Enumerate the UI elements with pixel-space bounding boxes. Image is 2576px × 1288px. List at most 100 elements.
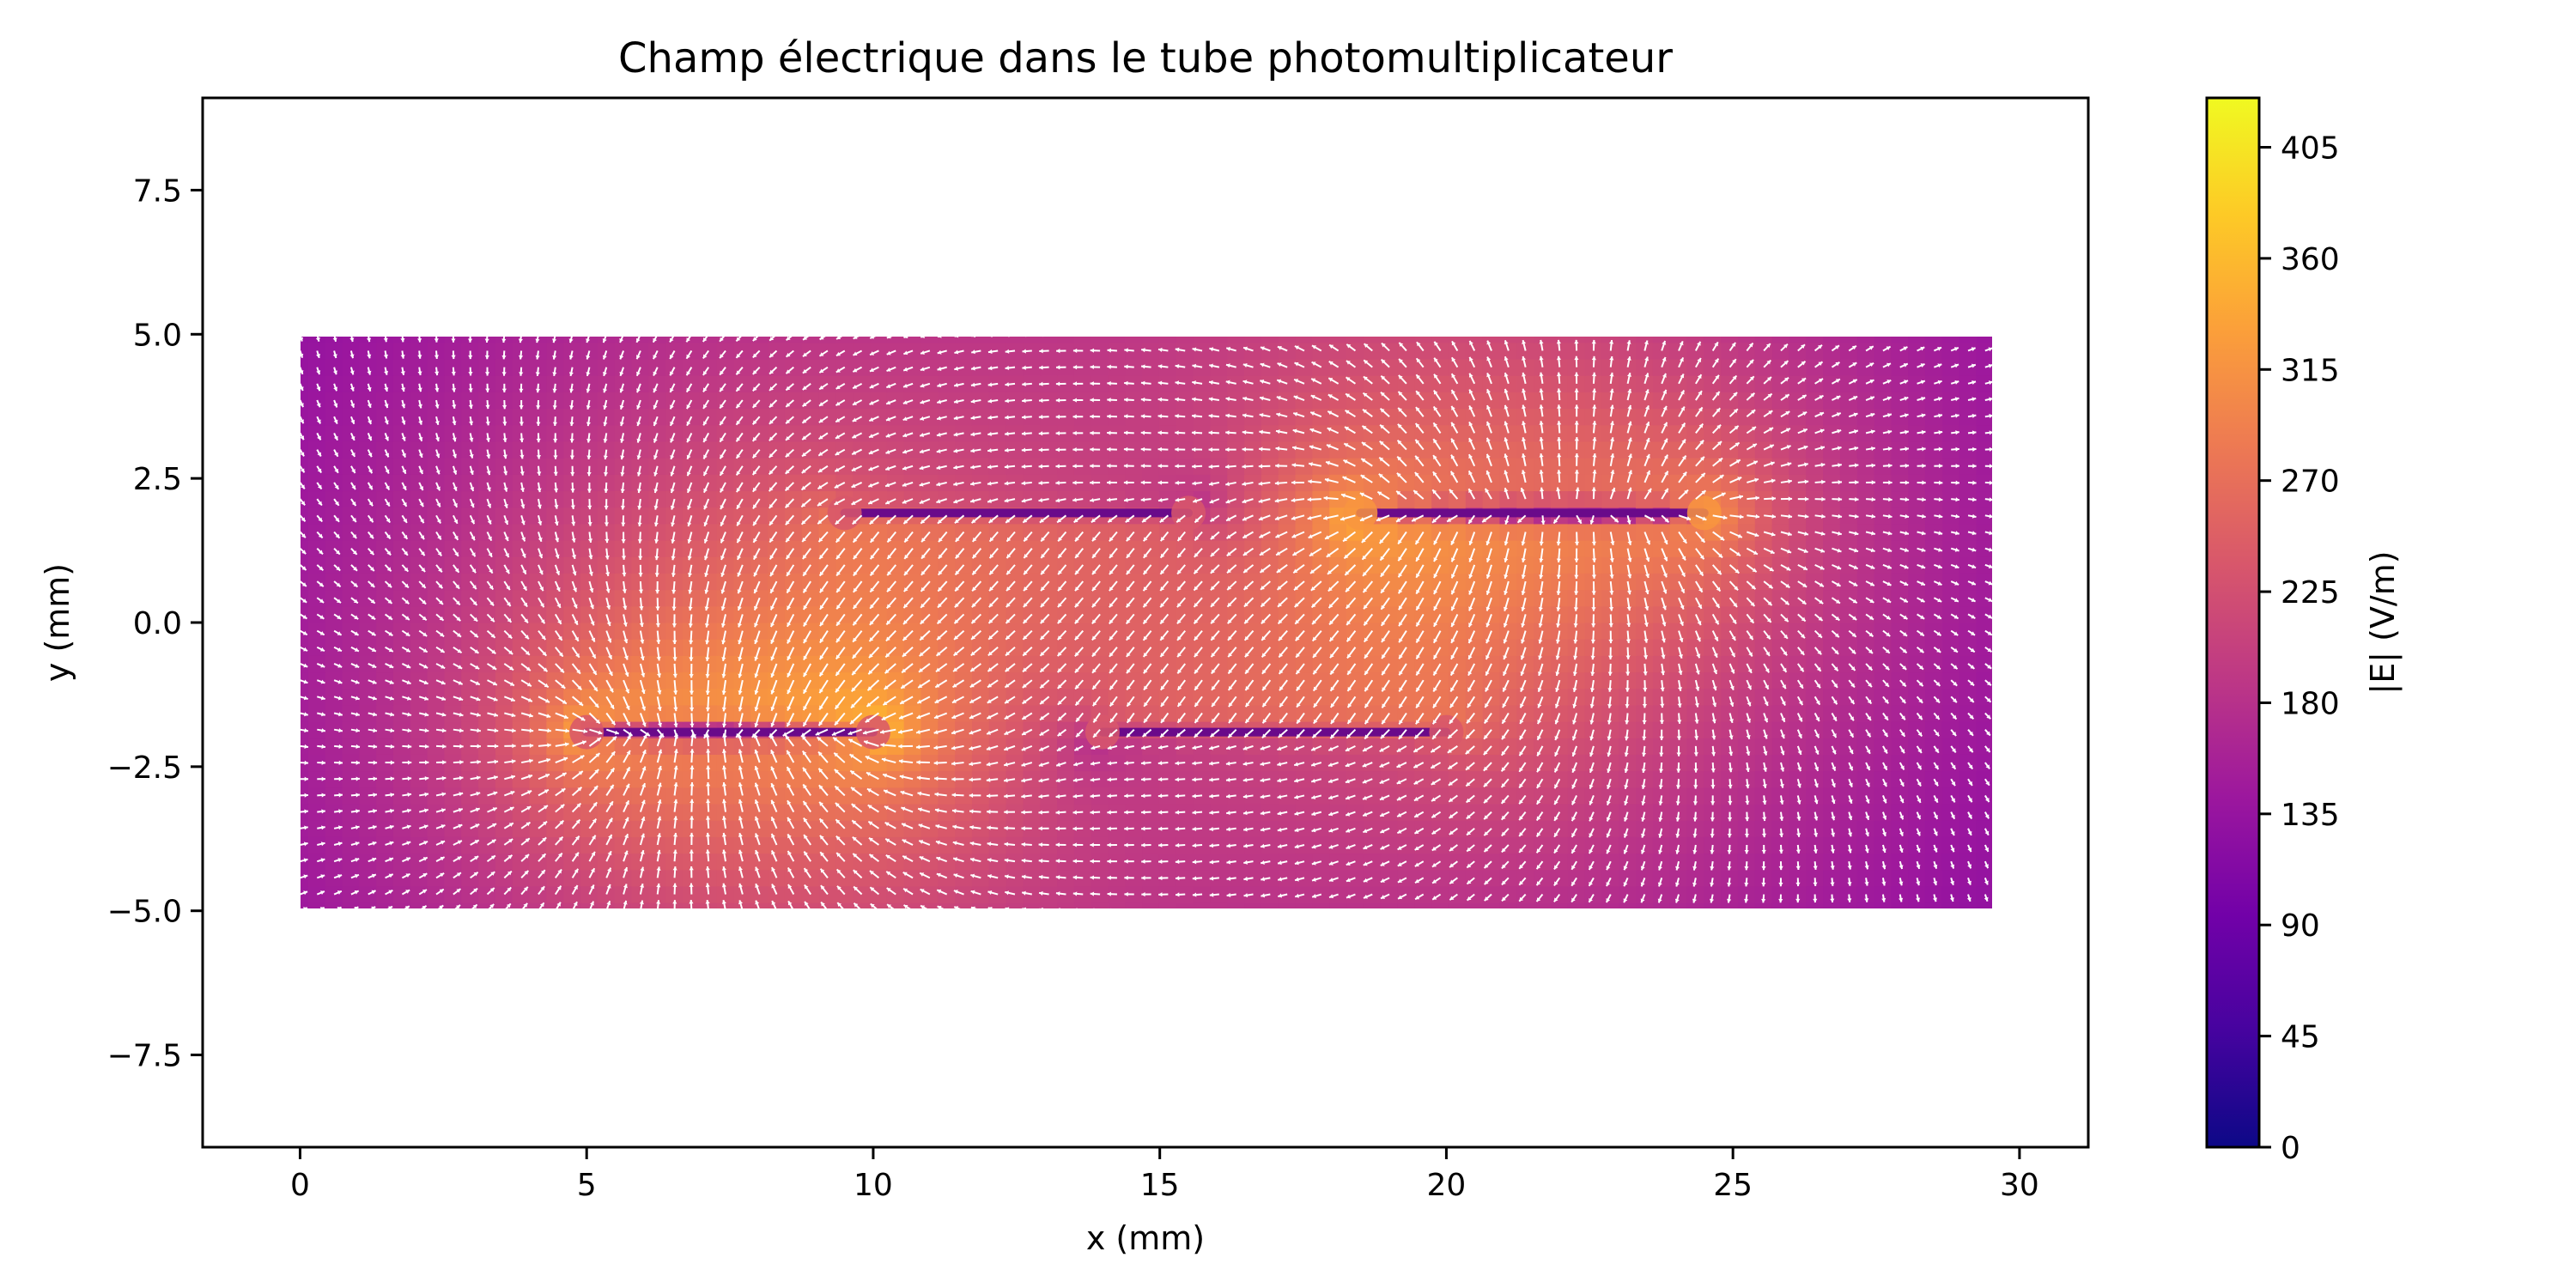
field-cell <box>461 737 480 755</box>
field-cell <box>1210 803 1229 821</box>
field-cell <box>307 654 326 673</box>
field-cell <box>1669 671 1688 690</box>
field-cell <box>1550 803 1569 821</box>
field-cell <box>699 391 718 410</box>
field-cell <box>818 572 837 591</box>
field-cell <box>614 902 633 908</box>
field-cell <box>1073 803 1092 821</box>
field-cell <box>342 688 361 706</box>
field-cell <box>376 473 394 492</box>
field-cell <box>1652 622 1671 640</box>
field-cell <box>1499 523 1518 541</box>
field-arrow-head <box>1209 908 1214 914</box>
field-cell <box>307 440 326 459</box>
field-cell <box>870 753 888 772</box>
field-cell <box>1856 819 1875 837</box>
field-cell <box>1908 671 1926 690</box>
field-cell <box>376 853 394 871</box>
field-cell <box>1499 671 1518 690</box>
electrode-tip <box>1686 495 1722 531</box>
field-cell <box>1636 622 1654 640</box>
field-cell <box>1789 572 1807 591</box>
field-cell <box>1158 853 1177 871</box>
field-cell <box>1176 753 1194 772</box>
field-cell <box>325 473 343 492</box>
field-cell <box>1431 753 1449 772</box>
field-cell <box>648 869 667 887</box>
field-cell <box>1465 408 1484 426</box>
field-cell <box>1448 622 1467 640</box>
field-arrow-head <box>1880 914 1886 919</box>
field-cell <box>1227 885 1246 903</box>
field-cell <box>478 572 496 591</box>
field-cell <box>1754 408 1773 426</box>
field-cell <box>716 869 735 887</box>
field-cell <box>1839 885 1858 903</box>
field-cell <box>1499 342 1518 360</box>
field-cell <box>1806 803 1825 821</box>
field-cell <box>1636 753 1654 772</box>
field-cell <box>1534 803 1552 821</box>
field-cell <box>1499 622 1518 640</box>
field-cell <box>1669 753 1688 772</box>
field-cell <box>1686 753 1705 772</box>
field-cell <box>1158 671 1177 690</box>
field-cell <box>1261 803 1279 821</box>
field-cell <box>1823 885 1841 903</box>
field-cell <box>1295 803 1314 821</box>
field-cell <box>1771 787 1790 805</box>
field-cell <box>886 391 905 410</box>
field-cell <box>1227 342 1246 360</box>
field-cell <box>563 869 582 887</box>
field-cell <box>733 671 752 690</box>
field-cell <box>1499 408 1518 426</box>
field-cell <box>546 902 565 908</box>
field-cell <box>342 835 361 854</box>
field-cell <box>1244 342 1262 360</box>
field-cell <box>1346 853 1364 871</box>
field-cell <box>1771 539 1790 557</box>
field-cell <box>988 391 1007 410</box>
field-cell <box>1704 753 1722 772</box>
field-cell <box>376 688 394 706</box>
field-cell <box>1721 622 1739 640</box>
field-cell <box>886 869 905 887</box>
field-cell <box>529 572 548 591</box>
field-cell <box>1721 803 1739 821</box>
field-cell <box>1227 753 1246 772</box>
field-cell <box>325 622 343 640</box>
field-cell <box>1737 885 1756 903</box>
field-cell <box>1652 853 1671 871</box>
field-cell <box>1976 902 1992 908</box>
field-cell <box>376 787 394 805</box>
field-cell <box>342 440 361 459</box>
field-cell <box>1567 803 1586 821</box>
field-cell <box>529 737 548 755</box>
field-cell <box>359 753 378 772</box>
field-cell <box>631 902 650 908</box>
field-cell <box>342 638 361 656</box>
field-cell <box>325 753 343 772</box>
field-cell <box>376 490 394 508</box>
field-cell <box>342 654 361 673</box>
field-cell <box>1976 572 1992 591</box>
field-cell <box>495 819 513 837</box>
field-cell <box>461 835 480 854</box>
field-cell <box>1244 885 1262 903</box>
field-cell <box>1584 885 1603 903</box>
field-cell <box>1704 803 1722 821</box>
field-cell <box>1482 902 1501 908</box>
field-cell <box>376 424 394 442</box>
field-cell <box>1636 803 1654 821</box>
field-cell <box>1874 342 1893 360</box>
field-cell <box>699 572 718 591</box>
field-cell <box>495 539 513 557</box>
field-cell <box>1567 885 1586 903</box>
field-cell <box>392 473 411 492</box>
field-cell <box>1669 523 1688 541</box>
field-cell <box>461 539 480 557</box>
field-cell <box>1534 902 1552 908</box>
field-cell <box>392 523 411 541</box>
field-cell <box>325 572 343 591</box>
field-cell <box>1891 671 1910 690</box>
